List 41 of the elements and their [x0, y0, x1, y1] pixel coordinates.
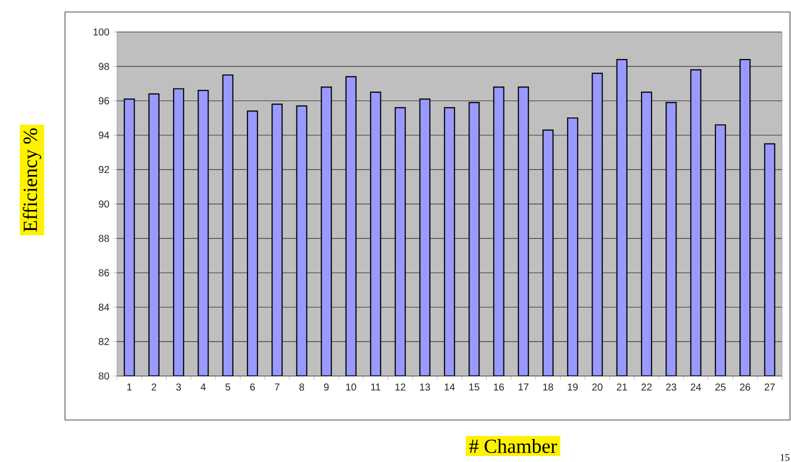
x-tick-label: 27 [764, 384, 775, 390]
y-tick-label: 94 [98, 132, 110, 139]
x-tick-label: 18 [543, 384, 554, 391]
y-tick-label: 98 [98, 62, 110, 70]
x-tick-label: 11 [371, 384, 380, 390]
x-tick-label: 17 [518, 384, 528, 390]
text: 15 [780, 454, 790, 461]
y-tick-label: 80 [98, 372, 110, 380]
x-tick-label: 24 [690, 384, 702, 390]
x-tick-label: 8 [299, 384, 304, 391]
x-tick-label: 14 [444, 384, 455, 390]
y-tick-label: 82 [98, 338, 109, 346]
y-tick-label: 86 [98, 269, 110, 276]
x-tick-label: 5 [225, 384, 230, 390]
x-tick-label: 19 [568, 384, 578, 391]
x-tick-label: 20 [592, 384, 602, 391]
x-tick-label: 22 [641, 384, 652, 390]
x-tick-label: 7 [274, 384, 280, 390]
x-tick-label: 6 [250, 384, 255, 391]
x-tick-label: 3 [176, 384, 181, 391]
x-tick-label: 13 [420, 384, 430, 391]
x-tick-label: 23 [666, 384, 676, 391]
y-tick-label: 84 [98, 304, 110, 311]
x-tick-label: 2 [152, 384, 156, 390]
y-tick-label: 88 [98, 234, 110, 242]
x-tick-label: 25 [715, 384, 726, 391]
y-tick-label: 92 [98, 166, 109, 174]
y-tick-label: 96 [98, 97, 110, 104]
x-tick-label: 9 [324, 384, 329, 391]
x-tick-label: 16 [494, 384, 504, 391]
x-axis-title: # Chamber [469, 438, 557, 454]
y-tick-label: 100 [94, 28, 110, 36]
x-tick-label: 26 [740, 384, 750, 391]
x-tick-label: 21 [616, 384, 627, 390]
x-tick-label: 12 [395, 384, 406, 390]
x-tick-label: 4 [200, 384, 206, 390]
x-tick-label: 15 [469, 384, 480, 390]
x-tick-label: 1 [127, 384, 132, 390]
x-tick-label: 10 [346, 384, 356, 391]
y-axis-title: Efficiency % [22, 128, 42, 232]
y-tick-label: 90 [98, 200, 110, 208]
